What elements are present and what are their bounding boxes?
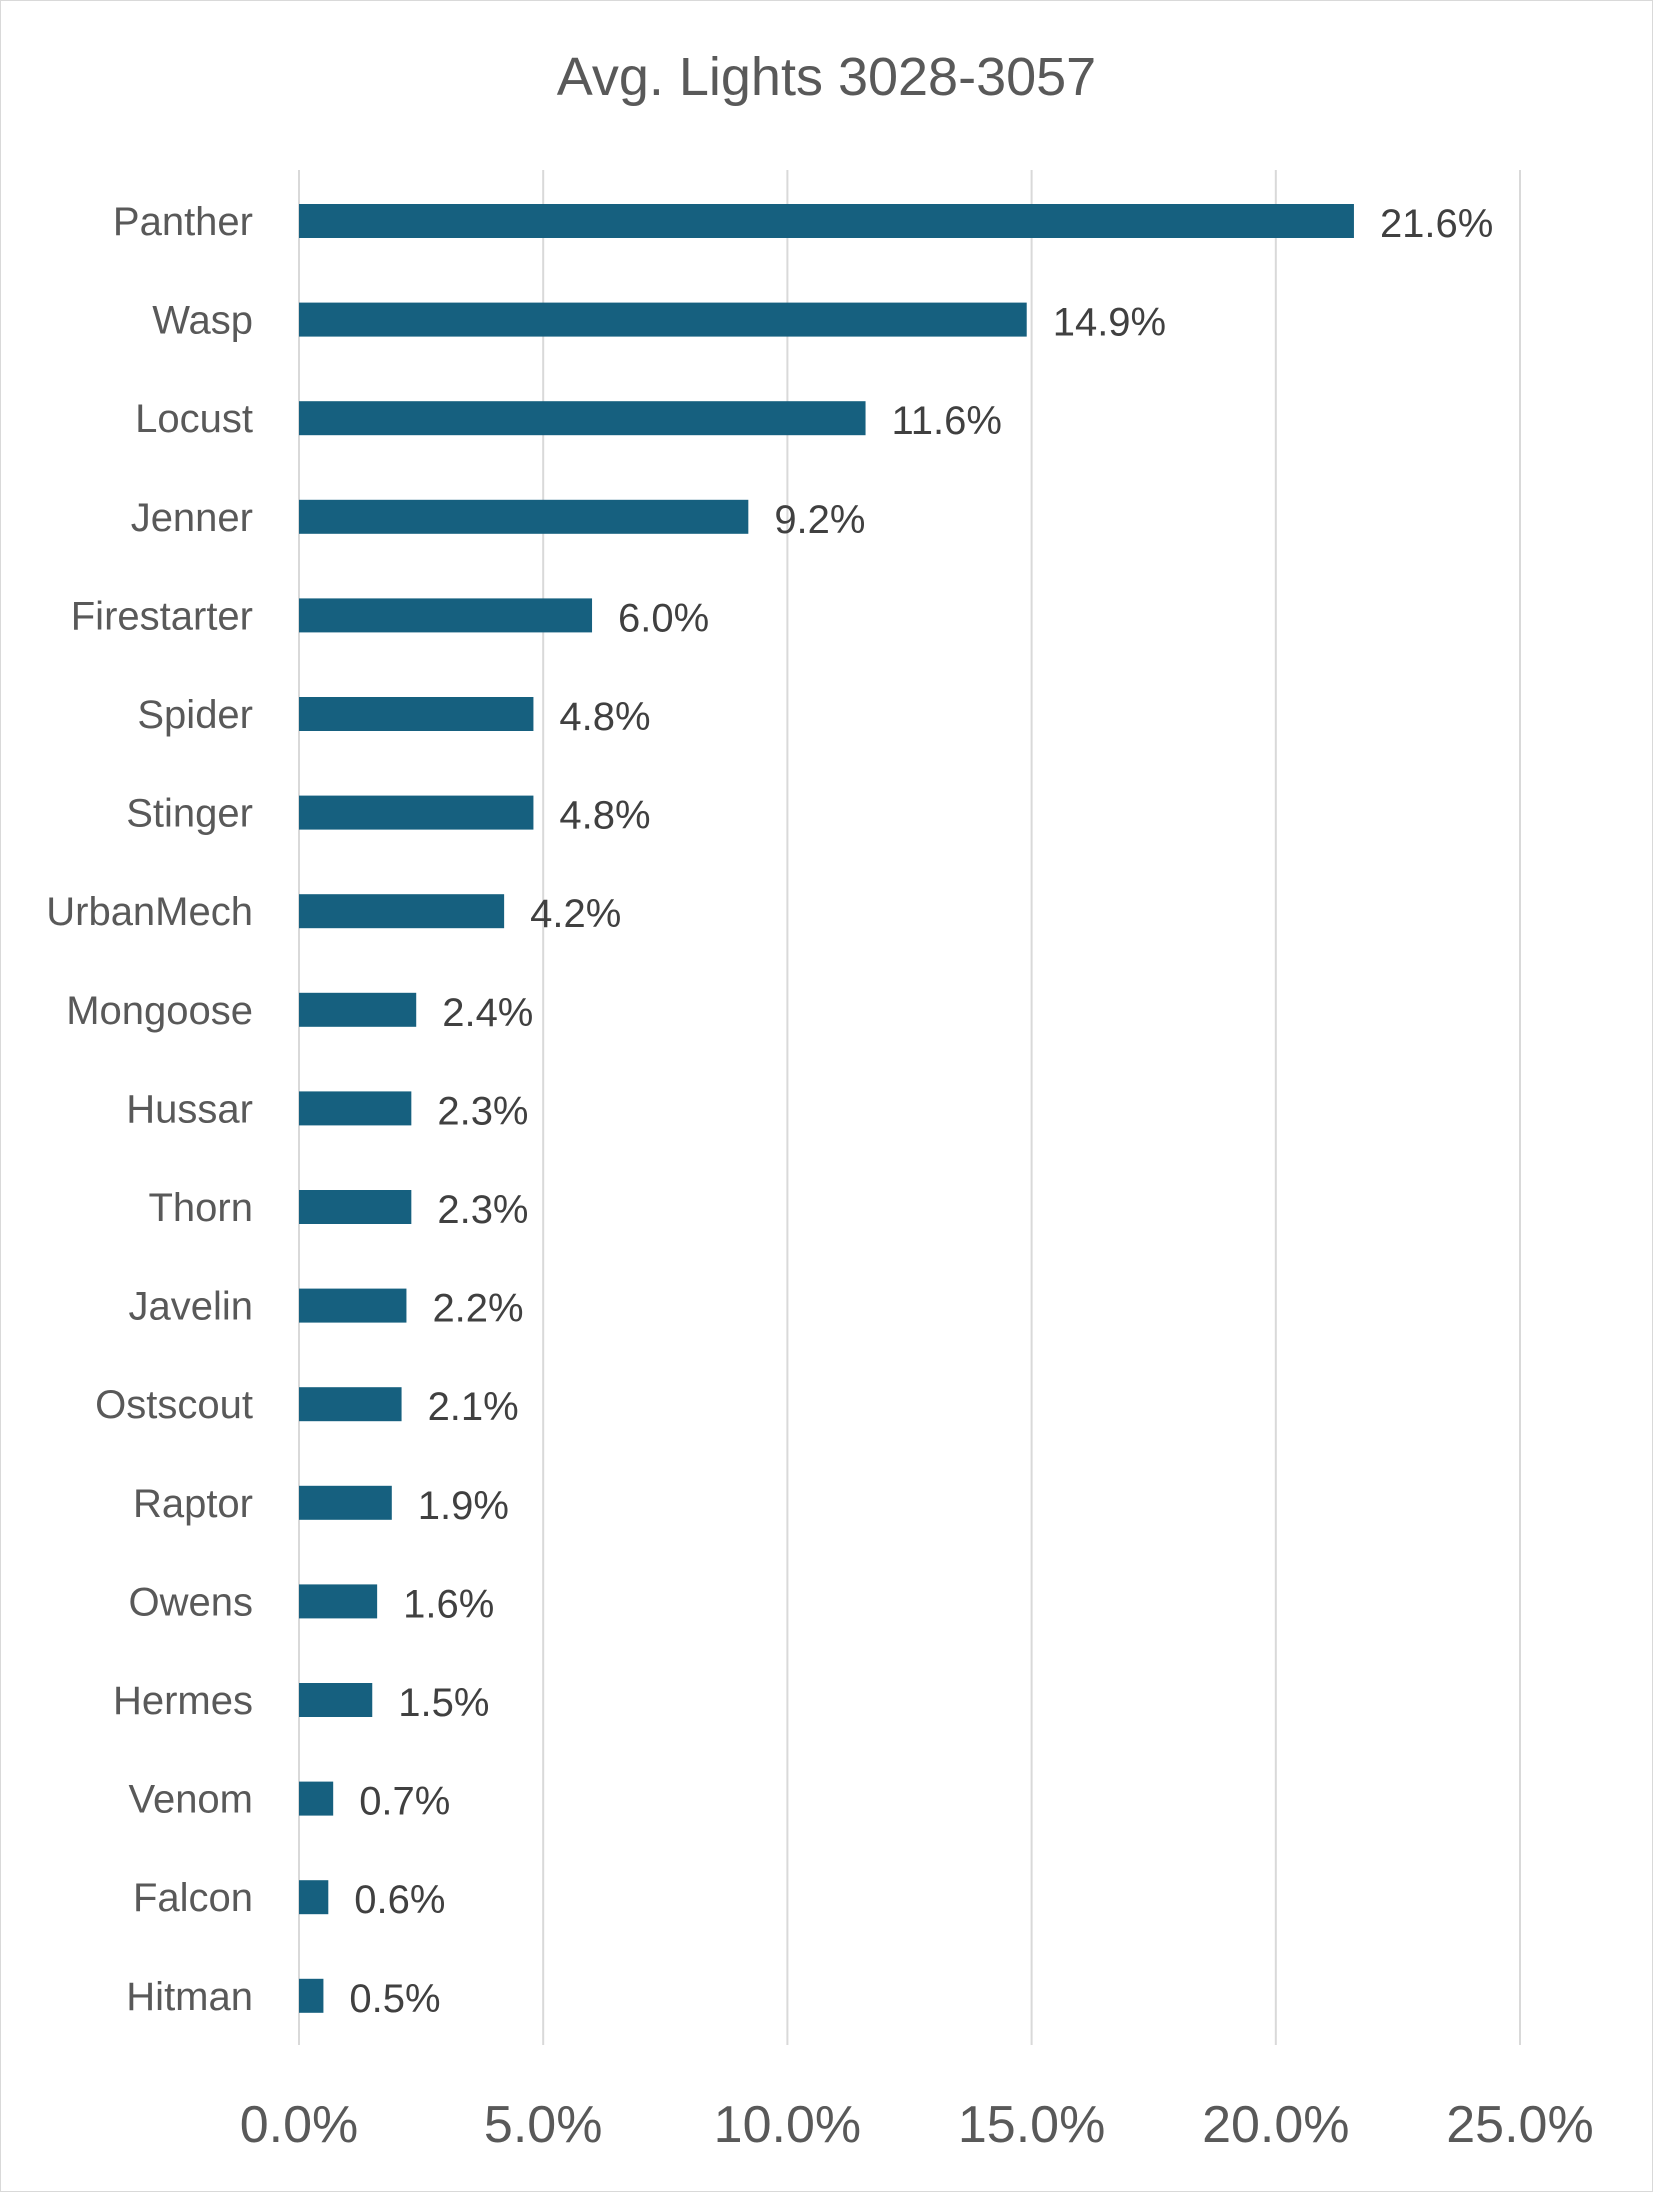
data-label: 4.8% (559, 794, 650, 838)
category-label: Hitman (126, 1975, 253, 2019)
bar (299, 204, 1354, 238)
bar (299, 1485, 392, 1520)
data-label: 0.7% (359, 1780, 450, 1824)
category-label: Locust (135, 397, 253, 441)
category-label: Spider (137, 693, 253, 737)
category-label: Ostscout (95, 1383, 253, 1427)
gridlines (298, 170, 1521, 2045)
data-label: 21.6% (1380, 202, 1493, 246)
x-tick-label: 15.0% (958, 2096, 1105, 2154)
x-tick-label: 10.0% (714, 2096, 861, 2154)
bar (299, 1978, 324, 2013)
data-label: 1.6% (403, 1582, 494, 1626)
bar (299, 894, 505, 929)
chart-title: Avg. Lights 3028-3057 (556, 47, 1097, 107)
data-label: 1.5% (398, 1681, 489, 1725)
bar (299, 499, 749, 534)
x-axis-tick-labels: 0.0% 5.0% 10.0% 15.0% 20.0% 25.0% (240, 2096, 1594, 2154)
category-label: Mongoose (66, 989, 253, 1033)
category-label: Stinger (126, 792, 253, 836)
category-label: Javelin (128, 1285, 253, 1329)
data-label: 1.9% (418, 1484, 509, 1528)
data-label: 4.2% (530, 892, 621, 936)
data-label: 4.8% (559, 695, 650, 739)
category-label: Panther (113, 200, 253, 244)
x-tick-label: 5.0% (484, 2096, 603, 2154)
bar (299, 1683, 373, 1717)
category-label: Wasp (152, 299, 253, 343)
data-label: 0.6% (354, 1878, 445, 1922)
category-label: Hussar (126, 1087, 253, 1131)
x-tick-label: 0.0% (240, 2096, 359, 2154)
bar (299, 401, 866, 436)
data-label: 2.3% (437, 1188, 528, 1232)
bar (299, 598, 593, 633)
category-label: Thorn (149, 1186, 254, 1230)
x-tick-label: 20.0% (1202, 2096, 1349, 2154)
category-label: Hermes (113, 1679, 253, 1723)
data-label: 2.3% (437, 1089, 528, 1133)
category-labels: Panther Wasp Locust Jenner Firestarter Spider… (46, 200, 253, 2019)
x-tick-label: 25.0% (1446, 2096, 1593, 2154)
data-label: 2.2% (432, 1287, 523, 1331)
bar (299, 795, 534, 830)
data-label: 9.2% (774, 498, 865, 542)
data-label: 2.4% (442, 991, 533, 1035)
category-label: Venom (128, 1778, 253, 1822)
data-label: 0.5% (349, 1977, 440, 2021)
bar (299, 697, 534, 731)
value-labels: 21.6% 14.9% 11.6% 9.2% 6.0% 4.8% 4.8% 4.2% 2.4% 2… (349, 202, 1493, 2021)
data-label: 2.1% (428, 1385, 519, 1429)
bar (299, 1190, 412, 1224)
bars (299, 204, 1354, 2013)
bar (299, 1091, 412, 1126)
bar (299, 1288, 407, 1323)
category-label: UrbanMech (46, 890, 253, 934)
category-label: Jenner (131, 496, 253, 540)
category-label: Falcon (133, 1876, 253, 1920)
category-label: Owens (129, 1580, 254, 1624)
bar (299, 1880, 329, 1915)
bar (299, 1387, 402, 1422)
category-label: Raptor (133, 1482, 253, 1526)
category-label: Firestarter (71, 594, 253, 638)
bar (299, 1781, 334, 1816)
data-label: 11.6% (892, 399, 1002, 443)
data-label: 14.9% (1053, 301, 1166, 345)
bar (299, 302, 1027, 337)
bar (299, 1584, 378, 1619)
bar (299, 992, 417, 1027)
data-label: 6.0% (618, 596, 709, 640)
